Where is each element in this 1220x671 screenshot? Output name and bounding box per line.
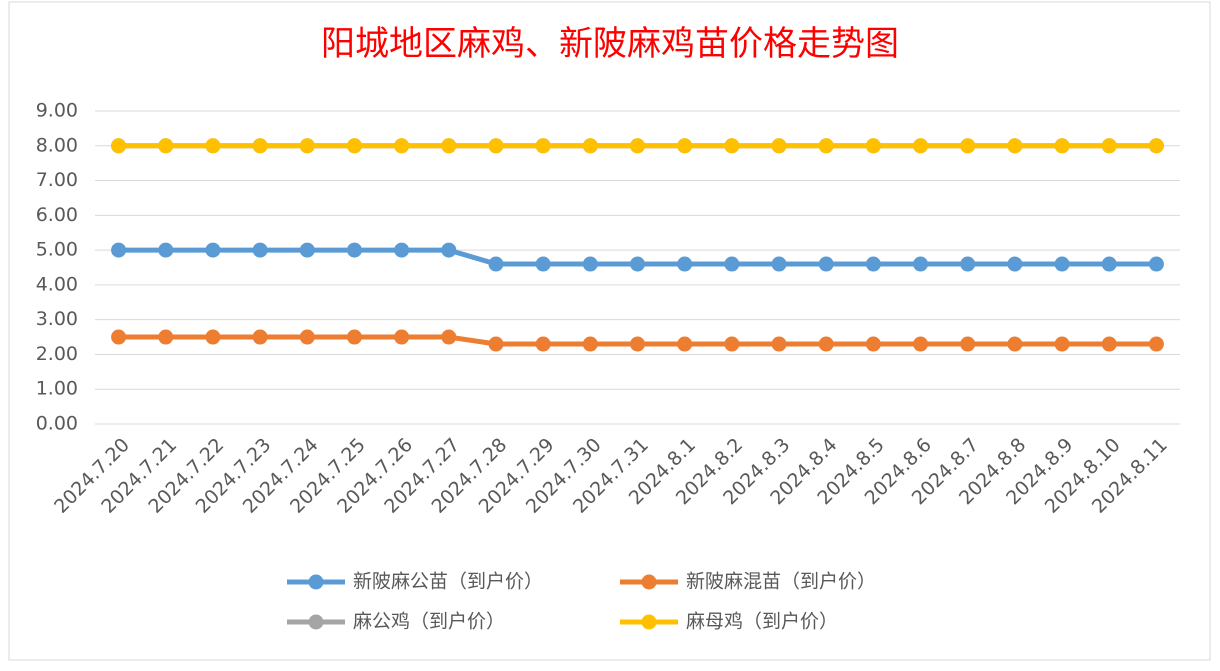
data-point (1148, 256, 1164, 272)
data-point (205, 138, 221, 154)
data-point (865, 336, 881, 352)
data-point (346, 138, 362, 154)
data-point (205, 329, 221, 345)
data-point (441, 242, 457, 258)
data-point (960, 256, 976, 272)
data-point (724, 138, 740, 154)
legend-label: 麻公鸡（到户价） (353, 611, 505, 633)
y-tick-label: 3.00 (36, 308, 78, 330)
data-point (535, 138, 551, 154)
data-point (960, 336, 976, 352)
data-point (913, 138, 929, 154)
data-point (394, 242, 410, 258)
data-point (630, 138, 645, 154)
data-point (346, 329, 362, 345)
data-point (441, 329, 457, 345)
data-point (394, 138, 410, 154)
data-point (488, 256, 504, 272)
data-point (818, 138, 834, 154)
y-tick-label: 1.00 (36, 378, 78, 400)
data-point (1007, 336, 1023, 352)
legend-marker (308, 574, 324, 590)
data-point (630, 256, 645, 272)
data-point (111, 138, 127, 154)
data-point (1101, 256, 1117, 272)
data-point (1148, 138, 1164, 154)
data-point (677, 336, 693, 352)
data-point (111, 329, 127, 345)
data-point (1054, 336, 1070, 352)
data-point (913, 256, 929, 272)
y-tick-label: 4.00 (36, 273, 78, 295)
data-point (865, 138, 881, 154)
data-point (158, 329, 174, 345)
data-point (158, 242, 174, 258)
y-tick-label: 7.00 (36, 169, 78, 191)
data-point (488, 138, 504, 154)
data-point (252, 138, 268, 154)
data-point (913, 336, 929, 352)
chart-title: 阳城地区麻鸡、新陂麻鸡苗价格走势图 (321, 24, 899, 64)
data-point (582, 336, 598, 352)
legend-marker (308, 614, 324, 630)
data-point (535, 256, 551, 272)
data-point (1101, 336, 1117, 352)
data-point (960, 138, 976, 154)
data-point (865, 256, 881, 272)
data-point (771, 256, 787, 272)
data-point (724, 256, 740, 272)
data-point (1054, 256, 1070, 272)
data-point (346, 242, 362, 258)
data-point (252, 329, 268, 345)
data-point (724, 336, 740, 352)
data-point (677, 256, 693, 272)
data-point (1007, 256, 1023, 272)
data-point (582, 256, 598, 272)
data-point (441, 138, 457, 154)
y-tick-label: 9.00 (36, 100, 78, 122)
data-point (1148, 336, 1164, 352)
chart-frame (8, 1, 1211, 661)
y-tick-label: 2.00 (36, 343, 78, 365)
data-point (252, 242, 268, 258)
y-tick-label: 8.00 (36, 134, 78, 156)
data-point (771, 138, 787, 154)
data-point (582, 138, 598, 154)
data-point (630, 336, 645, 352)
legend-label: 麻母鸡（到户价） (686, 611, 838, 633)
legend-label: 新陂麻公苗（到户价） (353, 571, 543, 593)
legend-marker (641, 574, 657, 590)
data-point (205, 242, 221, 258)
data-point (488, 336, 504, 352)
data-point (111, 242, 127, 258)
data-point (535, 336, 551, 352)
data-point (299, 329, 315, 345)
legend-marker (641, 614, 657, 630)
y-tick-label: 6.00 (36, 204, 78, 226)
data-point (1007, 138, 1023, 154)
data-point (677, 138, 693, 154)
data-point (818, 256, 834, 272)
legend-label: 新陂麻混苗（到户价） (686, 571, 876, 593)
data-point (299, 138, 315, 154)
data-point (1054, 138, 1070, 154)
y-tick-label: 0.00 (36, 413, 78, 435)
data-point (818, 336, 834, 352)
data-point (1101, 138, 1117, 154)
data-point (158, 138, 174, 154)
data-point (299, 242, 315, 258)
data-point (771, 336, 787, 352)
y-tick-label: 5.00 (36, 239, 78, 261)
data-point (394, 329, 410, 345)
